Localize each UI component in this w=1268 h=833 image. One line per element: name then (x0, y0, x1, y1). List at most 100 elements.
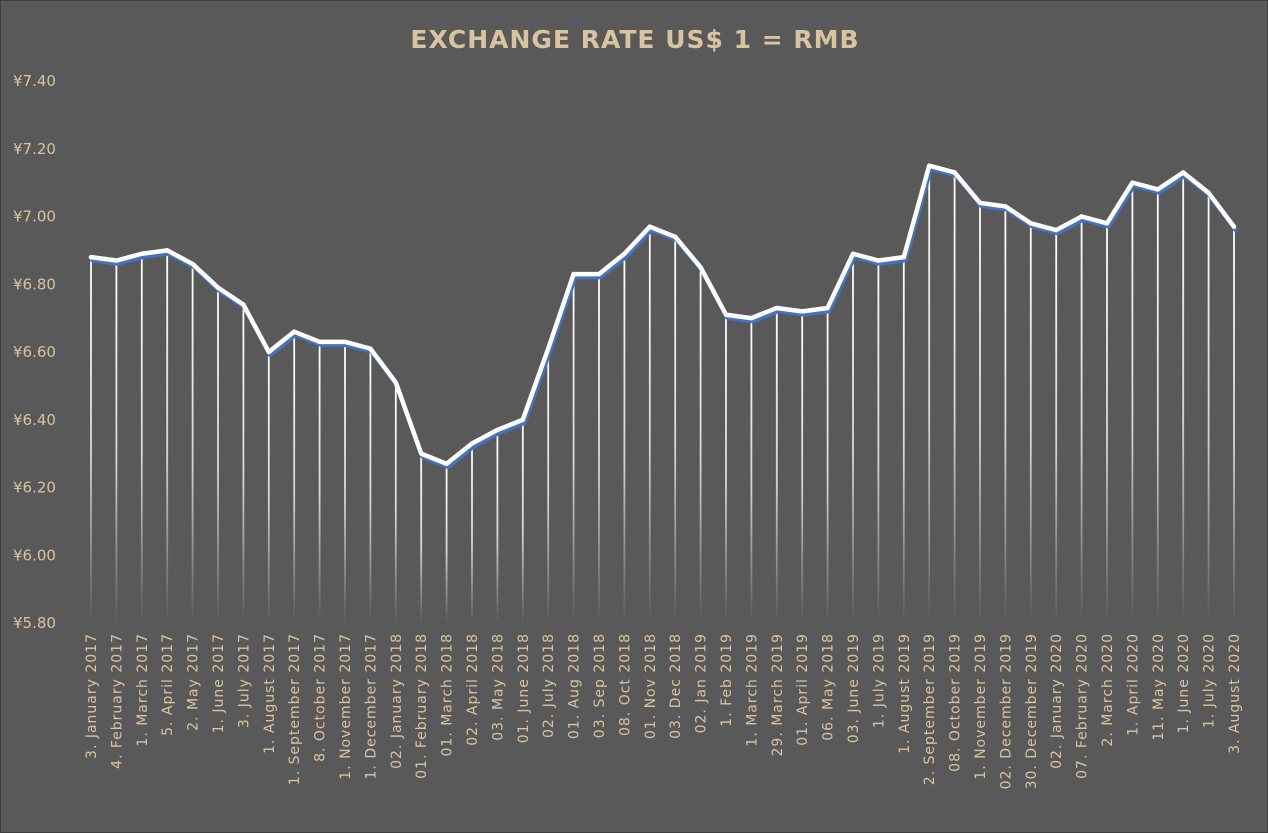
x-tick-label: 01. April 2019 (795, 633, 811, 746)
data-point (292, 329, 297, 334)
y-tick-label: ¥5.80 (13, 614, 56, 632)
data-point (952, 170, 957, 175)
x-tick-label: 02. July 2018 (541, 633, 557, 738)
data-point (1003, 204, 1008, 209)
x-tick-label: 01. February 2018 (414, 633, 430, 779)
drop-line (1131, 182, 1134, 623)
data-point (1079, 214, 1084, 219)
y-tick-label: ¥7.20 (13, 140, 56, 158)
data-point (317, 339, 322, 345)
x-tick-label: 1. June 2017 (211, 633, 227, 733)
data-point (266, 349, 271, 355)
x-tick-label: 08. October 2019 (948, 633, 964, 772)
data-point (927, 163, 932, 168)
data-point (1181, 170, 1186, 175)
data-point (1028, 221, 1034, 226)
drop-line (496, 429, 499, 623)
x-tick-label: 1. Feb 2019 (719, 633, 735, 727)
data-point (774, 305, 779, 311)
drop-line (1080, 216, 1083, 623)
data-point (495, 427, 500, 433)
data-point (368, 346, 373, 351)
drop-line (725, 314, 727, 623)
x-tick-label: 2. September 2019 (922, 633, 938, 785)
x-tick-label: 1. July 2020 (1202, 633, 1218, 728)
x-tick-label: 8. October 2017 (313, 633, 329, 762)
drop-line (699, 267, 702, 623)
data-point (393, 380, 398, 385)
y-tick-label: ¥6.20 (13, 479, 56, 497)
x-tick-label: 08. Oct 2018 (617, 633, 633, 736)
x-tick-label: 1. December 2017 (363, 633, 379, 779)
x-tick-label: 1. March 2017 (135, 633, 151, 747)
drop-line (344, 341, 346, 623)
y-tick-label: ¥6.60 (13, 343, 56, 361)
drop-line (1004, 206, 1007, 623)
drop-line (1233, 226, 1235, 623)
data-point (88, 254, 94, 260)
data-point (1054, 227, 1059, 233)
data-point (749, 315, 754, 321)
data-point (825, 305, 830, 311)
x-tick-label: 06. May 2018 (821, 633, 837, 741)
y-axis: ¥5.80 ¥6.00 ¥6.20 ¥6.40 ¥6.60 ¥6.80 ¥7.00 ¥7.20… (13, 72, 56, 632)
data-point (571, 271, 576, 277)
data-point (1206, 190, 1211, 195)
data-point (876, 258, 881, 263)
data-point (596, 271, 602, 277)
data-point (139, 251, 144, 256)
y-tick-label: ¥7.40 (13, 72, 56, 90)
drop-line (293, 331, 296, 623)
data-point (419, 451, 424, 456)
data-point (647, 224, 652, 229)
x-tick-label: 1. November 2017 (338, 633, 354, 780)
x-tick-label: 29. March 2019 (770, 633, 786, 756)
data-point (673, 234, 678, 240)
data-point (901, 254, 906, 260)
x-tick-label: 01. Nov 2018 (643, 633, 659, 739)
x-tick-label: 3. January 2017 (84, 633, 100, 759)
x-tick-label: 03. Sep 2018 (592, 633, 608, 738)
drop-line (826, 307, 829, 623)
data-point (241, 302, 246, 307)
data-point (114, 258, 119, 263)
drop-line (1207, 192, 1210, 623)
drop-line (979, 202, 981, 623)
drop-lines (90, 165, 1235, 624)
drop-line (775, 307, 778, 623)
drop-line (852, 253, 854, 623)
x-tick-label: 03. Dec 2018 (668, 633, 684, 739)
drop-line (1029, 223, 1032, 623)
x-tick-label: 1. August 2019 (897, 633, 913, 754)
x-tick-label: 1. April 2020 (1125, 633, 1141, 736)
data-point (342, 339, 348, 345)
y-tick-label: ¥7.00 (13, 208, 56, 226)
points-layer (88, 163, 1237, 466)
drop-line (267, 352, 270, 623)
data-point (1104, 221, 1110, 226)
x-tick-label: 4. February 2017 (109, 633, 125, 769)
drop-line (928, 165, 931, 623)
drop-line (242, 304, 245, 623)
x-tick-label: 1. June 2020 (1176, 633, 1192, 733)
data-point (723, 312, 729, 317)
drop-line (191, 263, 194, 623)
data-point (1130, 180, 1135, 185)
x-tick-label: 1. November 2019 (973, 633, 989, 780)
x-tick-label: 07. February 2020 (1075, 633, 1091, 779)
data-point (622, 251, 627, 256)
x-tick-label: 02. January 2018 (389, 633, 405, 769)
drop-line (445, 463, 448, 623)
x-tick-label: 1. August 2017 (262, 633, 278, 754)
drop-line (394, 382, 397, 623)
series-line-shadow (90, 166, 1238, 470)
x-tick-label: 11. May 2020 (1151, 633, 1167, 741)
x-tick-label: 1. July 2019 (871, 633, 887, 728)
x-axis: 3. January 2017 4. February 2017 1. March … (84, 633, 1243, 789)
x-tick-label: 1. March 2019 (744, 633, 760, 747)
x-tick-label: 1. September 2017 (287, 633, 303, 785)
drop-line (318, 341, 321, 623)
data-point (469, 441, 475, 446)
drop-line (420, 453, 423, 623)
